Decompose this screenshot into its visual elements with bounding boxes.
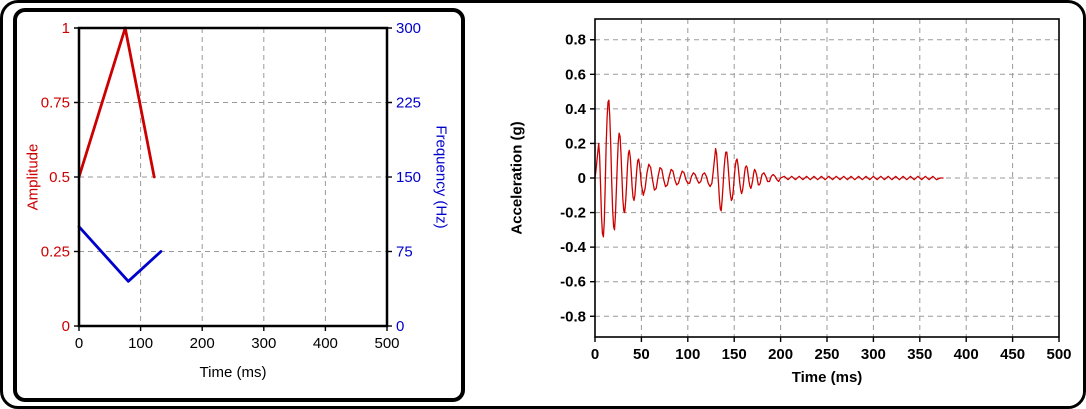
- tick-marks: [74, 27, 392, 331]
- right-y-tick-label: 75: [396, 244, 413, 261]
- acceleration-chart-panel: Acceleration (g) 0 50 100 150 200 250 300 350 40…: [481, 5, 1083, 406]
- left-y-tick-label: 0.2: [565, 135, 586, 152]
- left-y-tick-label: -0.2: [560, 205, 586, 222]
- tick-labels: 0 100 200 300 400 50000.250.50.75107515022530…: [41, 20, 421, 352]
- left-y-tick-label: 0: [578, 170, 586, 187]
- x-tick-label: 50: [633, 346, 650, 363]
- right-y-tick-label: 300: [396, 20, 421, 37]
- amplitude-frequency-chart: 0 100 200 300 400 50000.250.50.75107515022530…: [41, 20, 421, 352]
- x-tick-label: 0: [75, 335, 83, 352]
- left-y-tick-label: -0.4: [560, 239, 587, 256]
- left-y-tick-label: 0.25: [41, 244, 70, 261]
- tick-labels: 0 50 100 150 200 250 300 350 400 450 500 0.8 0.6 0.4 0…: [560, 32, 1071, 363]
- x-tick-label: 0: [591, 346, 599, 363]
- x-tick-label: 250: [814, 346, 839, 363]
- gridlines: [79, 28, 387, 326]
- x-tick-label: 400: [313, 335, 338, 352]
- x-axis-title-left-chart: Time (ms): [199, 364, 267, 381]
- x-tick-label: 100: [675, 346, 700, 363]
- left-y-tick-label: 0.8: [565, 32, 586, 49]
- right-y-tick-label: 150: [396, 169, 421, 186]
- x-axis-title-right-chart: Time (ms): [791, 369, 863, 386]
- left-y-tick-label: 0.4: [565, 101, 587, 118]
- series-acceleration: [594, 99, 944, 238]
- x-tick-label: 300: [861, 346, 886, 363]
- right-y-tick-label: 225: [396, 95, 421, 112]
- left-y-tick-label: 0.5: [49, 169, 70, 186]
- left-y-tick-label: 0.6: [565, 66, 586, 83]
- acceleration-chart: 0 50 100 150 200 250 300 350 400 450 500 0.8 0.6 0.4 0…: [560, 18, 1072, 363]
- left-y-tick-label: 1: [62, 20, 70, 37]
- x-tick-label: 200: [768, 346, 793, 363]
- tick-marks: [590, 39, 1060, 342]
- left-y-tick-label: -0.6: [560, 274, 586, 291]
- left-y-tick-label: -0.8: [560, 308, 586, 325]
- x-tick-label: 100: [128, 335, 153, 352]
- amplitude-frequency-chart-panel: Amplitude Frequency (Hz) 0 100 200 300 400 50…: [13, 8, 465, 402]
- left-y-tick-label: 0.75: [41, 95, 70, 112]
- x-tick-label: 500: [374, 335, 399, 352]
- left-y-tick-label: 0: [62, 318, 70, 335]
- x-tick-label: 150: [722, 346, 747, 363]
- x-tick-label: 450: [1000, 346, 1025, 363]
- x-tick-label: 400: [954, 346, 979, 363]
- right-y-tick-label: 0: [396, 318, 404, 335]
- series-frequency-sweep: [77, 225, 163, 283]
- gridlines: [595, 19, 1059, 337]
- x-tick-label: 200: [190, 335, 215, 352]
- x-tick-label: 350: [907, 346, 932, 363]
- x-tick-label: 500: [1046, 346, 1071, 363]
- x-tick-label: 300: [251, 335, 276, 352]
